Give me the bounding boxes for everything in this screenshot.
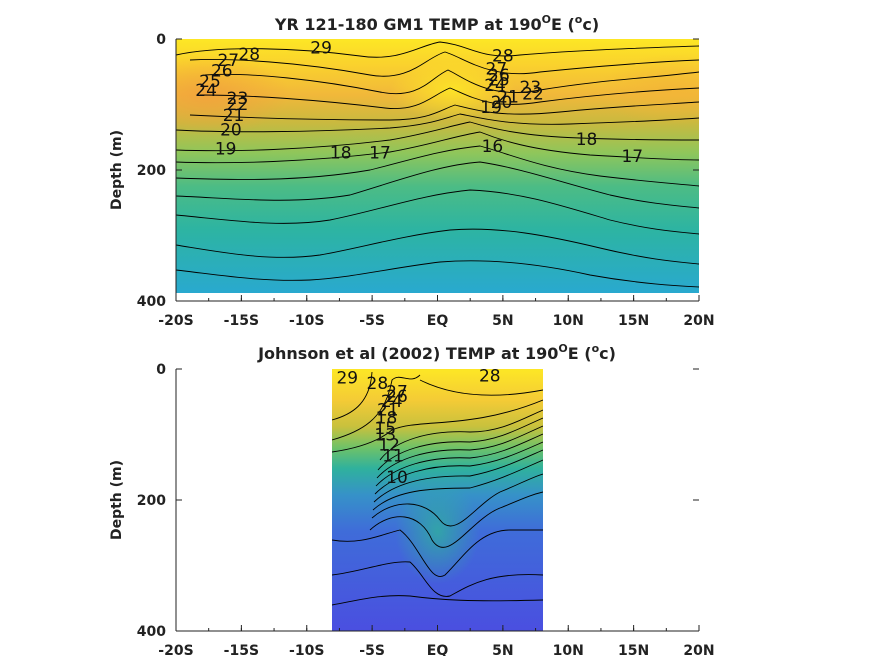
contour-label: 24 <box>484 76 506 96</box>
x-tick-label: 15N <box>618 643 649 656</box>
contour-label: 18 <box>576 130 598 150</box>
contour-label: 28 <box>367 374 389 394</box>
x-tick-label: -5S <box>359 643 385 656</box>
contour-label: 25 <box>199 72 221 92</box>
chart-title: YR 121-180 GM1 TEMP at 190OE (oc) <box>274 13 599 34</box>
y-axis-label: Depth (m) <box>109 130 125 210</box>
contour-label: 16 <box>482 137 504 157</box>
y-tick-label: 0 <box>156 362 166 378</box>
contour-label: 19 <box>480 98 502 118</box>
contour-label: 22 <box>522 84 544 104</box>
x-tick-label: -5S <box>359 313 385 329</box>
x-tick-label: -20S <box>158 643 193 656</box>
x-tick-label: EQ <box>427 643 449 656</box>
contour-label: 17 <box>369 143 391 163</box>
x-tick-labels: -20S -15S -10S -5S EQ 5N 10N 15N 20N <box>158 643 714 656</box>
contour-lines <box>176 41 699 288</box>
contour-label: 26 <box>211 61 233 81</box>
contour-label: 13 <box>374 426 396 446</box>
y-tick-label: 400 <box>137 294 166 310</box>
chart-title: Johnson et al (2002) TEMP at 190OE (oc) <box>257 342 616 363</box>
temperature-field <box>332 369 543 631</box>
y-tick-label: 200 <box>137 163 166 179</box>
contour-label: 29 <box>310 39 332 59</box>
x-tick-marks <box>175 625 700 631</box>
x-tick-label: -15S <box>224 313 259 329</box>
x-tick-label: 20N <box>683 643 714 656</box>
x-tick-label: 10N <box>553 313 584 329</box>
y-axis-label: Depth (m) <box>109 460 125 540</box>
contour-label: 20 <box>491 93 513 113</box>
temperature-field <box>176 39 699 293</box>
x-tick-label: 5N <box>492 313 513 329</box>
contour-label: 23 <box>520 78 542 98</box>
y-tick-label: 400 <box>137 624 166 640</box>
x-tick-marks <box>175 295 700 301</box>
contour-label: 15 <box>374 419 396 439</box>
contour-label: 21 <box>377 401 399 421</box>
y-tick-label: 200 <box>137 493 166 509</box>
contour-label: 25 <box>488 71 510 91</box>
panel-observations: Johnson et al (2002) TEMP at 190OE (oc) <box>109 342 715 656</box>
x-tick-label: 15N <box>618 313 649 329</box>
x-tick-label: -15S <box>224 643 259 656</box>
x-tick-label: 10N <box>553 643 584 656</box>
contour-label: 27 <box>486 59 508 79</box>
x-tick-labels: -20S -15S -10S -5S EQ 5N 10N 15N 20N <box>158 313 714 329</box>
y-tick-label: 0 <box>156 32 166 48</box>
contour-label: 22 <box>227 95 249 115</box>
contour-label: 28 <box>238 45 260 65</box>
contour-label: 26 <box>488 66 510 86</box>
contour-label: 18 <box>330 143 352 163</box>
contour-label: 27 <box>386 382 408 402</box>
x-tick-label: 20N <box>683 313 714 329</box>
contour-label: 20 <box>220 120 242 140</box>
x-tick-label: -10S <box>289 313 324 329</box>
x-tick-label: -20S <box>158 313 193 329</box>
contour-label: 24 <box>381 392 403 412</box>
contour-label: 23 <box>227 89 249 109</box>
x-tick-label: -10S <box>289 643 324 656</box>
contour-label: 29 <box>336 369 358 389</box>
contour-label: 21 <box>223 106 245 126</box>
x-tick-label: EQ <box>427 313 449 329</box>
contour-label: 27 <box>217 51 239 71</box>
contour-label: 12 <box>378 435 400 455</box>
contour-label: 17 <box>621 147 643 167</box>
contour-label: 24 <box>195 81 217 101</box>
x-tick-label: 5N <box>492 643 513 656</box>
contour-label: 26 <box>386 387 408 407</box>
contour-label: 19 <box>215 139 237 159</box>
contour-label: 28 <box>479 367 501 387</box>
contour-label: 18 <box>376 408 398 428</box>
y-tick-labels: 0 200 400 <box>137 362 166 640</box>
contour-lines <box>332 371 543 606</box>
panel-model: YR 121-180 GM1 TEMP at 190OE (oc) <box>109 13 715 329</box>
contour-label: 21 <box>497 88 519 108</box>
contour-label: 10 <box>386 468 408 488</box>
contour-label: 11 <box>382 446 404 466</box>
y-tick-labels: 0 200 400 <box>137 32 166 310</box>
contour-label: 28 <box>492 46 514 66</box>
